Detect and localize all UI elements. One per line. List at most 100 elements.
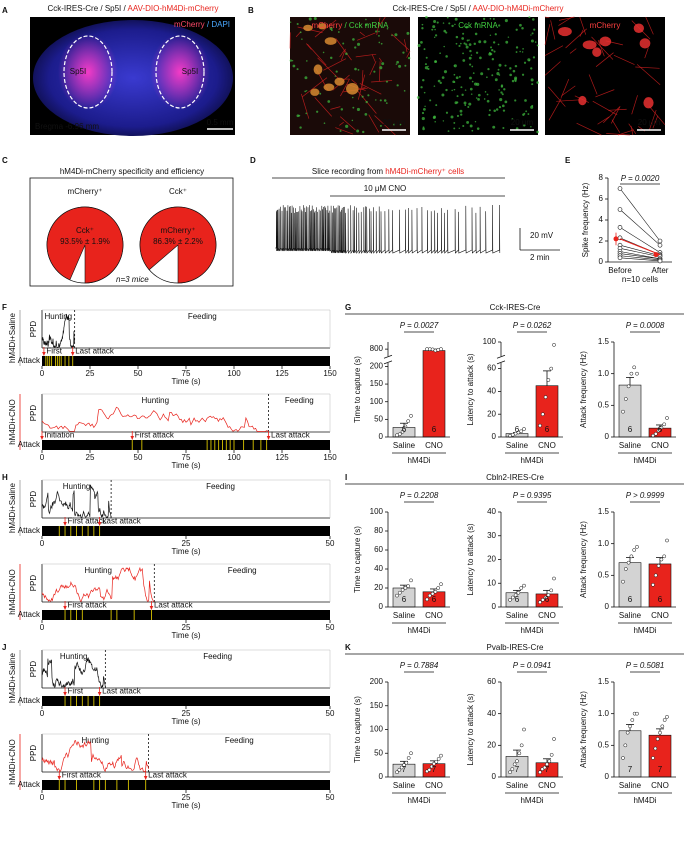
point: [623, 567, 628, 571]
point: [552, 343, 556, 347]
image-texture: [339, 121, 344, 126]
point: [516, 590, 521, 595]
phase-label: Hunting: [60, 652, 88, 661]
point: [549, 752, 554, 757]
image-texture: [361, 87, 366, 89]
image-texture: [453, 81, 456, 83]
image-texture: [465, 45, 469, 49]
image-texture: [422, 126, 425, 129]
image-texture: [357, 69, 360, 71]
point: [434, 759, 439, 764]
image-texture: [345, 52, 348, 55]
image-texture: [509, 67, 512, 70]
image-texture: [468, 39, 470, 41]
y-tick-label: 10: [487, 578, 496, 587]
image-texture: [544, 24, 551, 46]
n-label: 6: [515, 425, 520, 434]
title-part: Cck-IRES-Cre / Sp5I /: [392, 4, 472, 13]
n-label: 6: [515, 595, 520, 604]
image-texture: [323, 83, 335, 92]
point: [403, 586, 408, 590]
event-label: First attack: [68, 517, 108, 526]
image-texture: [406, 51, 411, 58]
group-label: hM4Di: [407, 456, 430, 465]
image-texture: [486, 93, 489, 96]
panel-title: hM4Di-mCherry specificity and efficiency: [60, 167, 204, 176]
point: [538, 770, 542, 775]
image-texture: [515, 127, 519, 130]
point: [538, 600, 542, 605]
image-texture: [521, 73, 525, 76]
image-texture: [435, 104, 438, 107]
image-texture: [472, 72, 475, 74]
image-texture: [536, 81, 539, 84]
image-texture: [424, 105, 426, 108]
n-label: 7: [402, 765, 407, 774]
scale-label: 20 mV: [530, 231, 554, 240]
image-texture: [514, 99, 517, 102]
title-part: Cck-IRES-Cre / Sp5I /: [47, 4, 127, 13]
image-texture: [495, 108, 499, 111]
image-texture: [534, 41, 537, 43]
image-texture: [425, 56, 428, 59]
x-tick-label: CNO: [538, 441, 556, 450]
p-value: P = 0.0027: [400, 321, 439, 330]
x-tick-label: 0: [40, 453, 45, 462]
image-texture: [469, 63, 472, 66]
image-texture: [471, 80, 474, 83]
image-texture: [395, 63, 398, 65]
point: [549, 588, 554, 593]
x-tick-label: After: [652, 266, 669, 275]
image-texture: [403, 89, 406, 92]
drug-label: 10 μM CNO: [364, 184, 406, 193]
phase-label: Hunting: [45, 312, 73, 321]
image-texture: [477, 97, 480, 101]
panel-letter: B: [248, 6, 254, 15]
image-texture: [544, 16, 550, 19]
image-texture: [355, 53, 377, 58]
n-label: 6: [545, 425, 550, 434]
image-texture: [378, 57, 383, 63]
image-texture: [453, 65, 455, 67]
point: [439, 347, 443, 351]
image-texture: [454, 101, 458, 105]
image-texture: [423, 91, 426, 94]
image-texture: [317, 57, 341, 81]
image-texture: [493, 109, 496, 112]
image-texture: [469, 49, 472, 53]
image-texture: [433, 85, 436, 87]
arrow-head: [63, 692, 67, 696]
point: [522, 727, 526, 732]
image-texture: [511, 79, 515, 83]
image-texture: [474, 120, 477, 123]
y-tick-label: 0: [605, 772, 610, 781]
image-texture: [451, 89, 453, 92]
arrow-head: [70, 352, 75, 356]
image-texture: [532, 56, 536, 59]
point: [513, 593, 518, 597]
image-texture: [316, 110, 319, 113]
image-texture: [359, 83, 382, 95]
image-texture: [462, 32, 465, 35]
point: [632, 548, 637, 552]
paired-line: [619, 244, 661, 256]
y-tick-label: 30: [487, 531, 496, 540]
image-texture: [340, 108, 344, 111]
point: [651, 582, 655, 587]
point: [427, 593, 432, 598]
n-label: 6: [432, 425, 437, 434]
image-texture: [327, 100, 331, 103]
point: [621, 579, 625, 584]
x-tick-label: 25: [86, 369, 95, 378]
image-texture: [446, 16, 449, 19]
n-label: 6: [658, 425, 663, 434]
image-texture: [345, 124, 349, 128]
image-texture: [459, 109, 463, 113]
attack-label: Attack: [18, 526, 41, 535]
image-texture: [375, 99, 377, 101]
x-tick-label: 0: [40, 793, 45, 802]
image-texture: [530, 34, 532, 36]
image-texture: [314, 97, 333, 117]
image-texture: [375, 30, 378, 33]
y-tick-label: 1.5: [598, 677, 610, 686]
